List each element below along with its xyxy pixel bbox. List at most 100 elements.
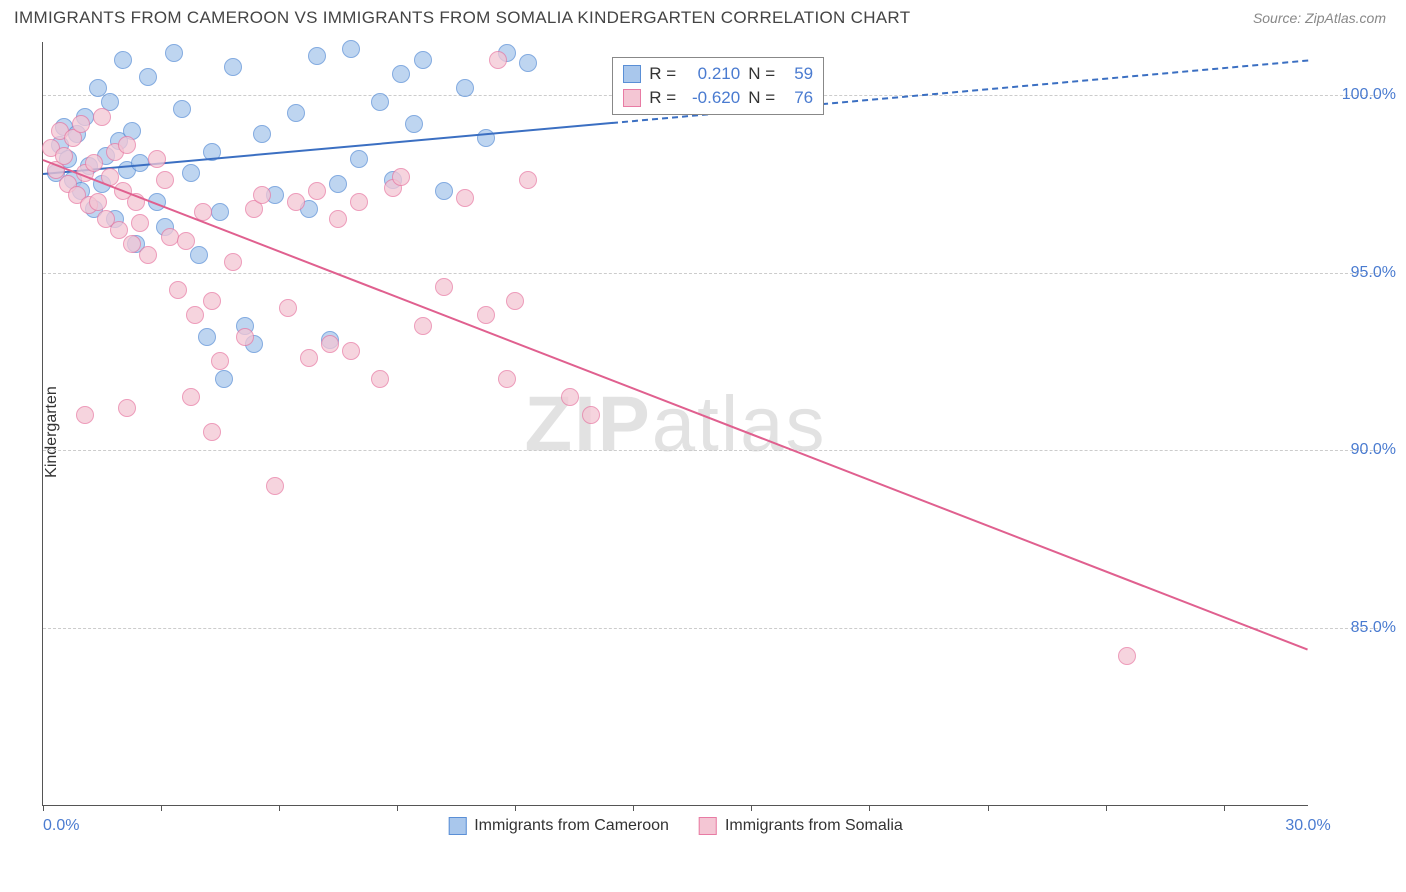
scatter-point (148, 150, 166, 168)
scatter-point (253, 125, 271, 143)
x-tick (161, 805, 162, 811)
y-tick-label: 100.0% (1342, 86, 1396, 104)
scatter-point (371, 93, 389, 111)
stats-row: R =-0.620 N =76 (623, 86, 813, 110)
scatter-point (165, 44, 183, 62)
scatter-point (435, 182, 453, 200)
scatter-point (198, 328, 216, 346)
scatter-point (371, 370, 389, 388)
chart-header: IMMIGRANTS FROM CAMEROON VS IMMIGRANTS F… (0, 0, 1406, 34)
n-value: 59 (783, 64, 813, 84)
scatter-point (321, 335, 339, 353)
legend-label: Immigrants from Cameroon (474, 817, 669, 835)
scatter-point (55, 147, 73, 165)
chart-title: IMMIGRANTS FROM CAMEROON VS IMMIGRANTS F… (14, 8, 910, 28)
scatter-point (224, 253, 242, 271)
scatter-point (392, 168, 410, 186)
scatter-point (1118, 647, 1136, 665)
scatter-point (506, 292, 524, 310)
x-tick (751, 805, 752, 811)
legend: Immigrants from Cameroon Immigrants from … (448, 817, 903, 835)
scatter-point (392, 65, 410, 83)
scatter-point (123, 235, 141, 253)
scatter-point (182, 388, 200, 406)
scatter-point (203, 423, 221, 441)
scatter-point (85, 154, 103, 172)
legend-swatch (623, 65, 641, 83)
scatter-point (139, 246, 157, 264)
scatter-point (139, 68, 157, 86)
scatter-point (342, 342, 360, 360)
x-tick (43, 805, 44, 811)
scatter-point (114, 51, 132, 69)
scatter-point (308, 47, 326, 65)
r-value: 0.210 (684, 64, 740, 84)
gridline (43, 450, 1378, 451)
scatter-point (498, 370, 516, 388)
scatter-point (477, 306, 495, 324)
scatter-point (118, 136, 136, 154)
scatter-point (300, 349, 318, 367)
scatter-point (308, 182, 326, 200)
scatter-point (350, 193, 368, 211)
x-tick (397, 805, 398, 811)
y-tick-label: 90.0% (1351, 441, 1396, 459)
gridline (43, 628, 1378, 629)
r-value: -0.620 (684, 88, 740, 108)
scatter-point (190, 246, 208, 264)
scatter-point (72, 115, 90, 133)
scatter-point (350, 150, 368, 168)
y-tick-label: 95.0% (1351, 264, 1396, 282)
scatter-point (93, 108, 111, 126)
scatter-point (519, 171, 537, 189)
x-axis-label: 30.0% (1285, 817, 1330, 835)
scatter-point (287, 193, 305, 211)
scatter-point (156, 171, 174, 189)
scatter-point (215, 370, 233, 388)
scatter-point (405, 115, 423, 133)
scatter-point (477, 129, 495, 147)
x-tick (1106, 805, 1107, 811)
scatter-point (161, 228, 179, 246)
x-tick (988, 805, 989, 811)
x-tick (515, 805, 516, 811)
x-axis-label: 0.0% (43, 817, 79, 835)
plot-area: ZIPatlas 85.0%90.0%95.0%100.0%0.0%30.0%R… (42, 42, 1308, 806)
plot-wrap: Kindergarten ZIPatlas 85.0%90.0%95.0%100… (0, 34, 1406, 864)
scatter-point (131, 214, 149, 232)
scatter-point (118, 399, 136, 417)
scatter-point (414, 51, 432, 69)
gridline (43, 273, 1378, 274)
chart-source: Source: ZipAtlas.com (1253, 10, 1386, 26)
scatter-point (211, 352, 229, 370)
trend-line (43, 159, 1309, 651)
scatter-point (76, 406, 94, 424)
scatter-point (582, 406, 600, 424)
scatter-point (169, 281, 187, 299)
y-tick-label: 85.0% (1351, 619, 1396, 637)
n-value: 76 (783, 88, 813, 108)
scatter-point (342, 40, 360, 58)
x-tick (869, 805, 870, 811)
legend-item: Immigrants from Cameroon (448, 817, 669, 835)
scatter-point (224, 58, 242, 76)
legend-swatch (623, 89, 641, 107)
legend-swatch (448, 817, 466, 835)
scatter-point (329, 210, 347, 228)
x-tick (279, 805, 280, 811)
x-tick (633, 805, 634, 811)
scatter-point (489, 51, 507, 69)
scatter-point (435, 278, 453, 296)
legend-swatch (699, 817, 717, 835)
scatter-point (287, 104, 305, 122)
scatter-point (279, 299, 297, 317)
scatter-point (266, 477, 284, 495)
scatter-point (456, 79, 474, 97)
legend-item: Immigrants from Somalia (699, 817, 903, 835)
scatter-point (89, 193, 107, 211)
scatter-point (182, 164, 200, 182)
scatter-point (561, 388, 579, 406)
legend-label: Immigrants from Somalia (725, 817, 903, 835)
scatter-point (519, 54, 537, 72)
scatter-point (186, 306, 204, 324)
